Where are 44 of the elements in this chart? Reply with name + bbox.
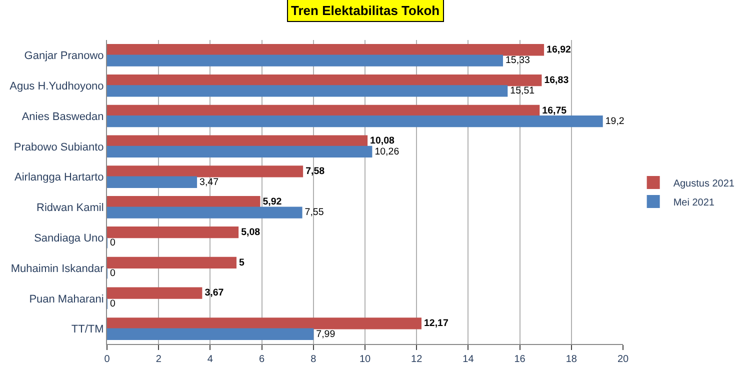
x-tick-label: 10 bbox=[359, 354, 371, 365]
x-tick-label: 18 bbox=[566, 354, 578, 365]
data-label: 5 bbox=[238, 257, 245, 268]
x-tick-label: 16 bbox=[514, 354, 526, 365]
data-label: 10,08 bbox=[370, 136, 396, 147]
y-tick-label: Ridwan Kamil bbox=[36, 202, 104, 214]
x-tick-label: 4 bbox=[207, 354, 214, 365]
x-tick-label: 0 bbox=[104, 354, 110, 365]
data-label: 12,17 bbox=[424, 318, 448, 330]
data-label: 3,67 bbox=[204, 288, 224, 299]
data-label: 5,08 bbox=[241, 226, 261, 238]
y-tick-label: Airlangga Hartarto bbox=[14, 172, 104, 184]
data-label: 16,75 bbox=[542, 105, 568, 116]
y-tick-label: Ganjar Pranowo bbox=[24, 50, 104, 62]
legend-label: Mei 2021 bbox=[673, 197, 715, 208]
data-label: 19,2 bbox=[605, 116, 624, 127]
x-tick-label: 14 bbox=[462, 354, 474, 365]
y-tick-label: Muhaimin Iskandar bbox=[10, 262, 104, 275]
y-tick-label: Puan Maharani bbox=[29, 293, 104, 306]
x-tick-label: 12 bbox=[411, 354, 423, 365]
data-label: 7,55 bbox=[304, 207, 324, 218]
data-label: 15,51 bbox=[510, 86, 535, 97]
y-tick-label: TT/TM bbox=[71, 324, 104, 336]
data-label: 7,99 bbox=[316, 328, 336, 340]
y-tick-label: Anies Baswedan bbox=[22, 110, 104, 123]
x-tick-label: 2 bbox=[156, 354, 162, 365]
chart-title: Tren Elektabilitas Tokoh bbox=[291, 3, 440, 18]
data-label: 15,33 bbox=[506, 55, 530, 66]
data-label: 3,47 bbox=[200, 176, 219, 188]
y-tick-label: Prabowo Subianto bbox=[14, 141, 104, 154]
data-label: 10,26 bbox=[374, 146, 400, 158]
data-label: 0 bbox=[110, 238, 116, 249]
data-label: 16,83 bbox=[544, 74, 570, 86]
y-tick-label: Agus H.Yudhoyono bbox=[10, 80, 104, 92]
data-label: 0 bbox=[110, 298, 116, 310]
x-tick-label: 6 bbox=[259, 354, 266, 365]
data-label: 0 bbox=[110, 268, 116, 279]
data-label: 7,58 bbox=[306, 166, 326, 178]
x-tick-label: 20 bbox=[617, 354, 629, 365]
x-tick-label: 8 bbox=[310, 354, 317, 365]
y-tick-label: Sandiaga Uno bbox=[34, 232, 104, 244]
data-label: 16,92 bbox=[546, 44, 572, 56]
data-label: 5,92 bbox=[262, 196, 282, 208]
legend-label: Agustus 2021 bbox=[673, 178, 735, 190]
